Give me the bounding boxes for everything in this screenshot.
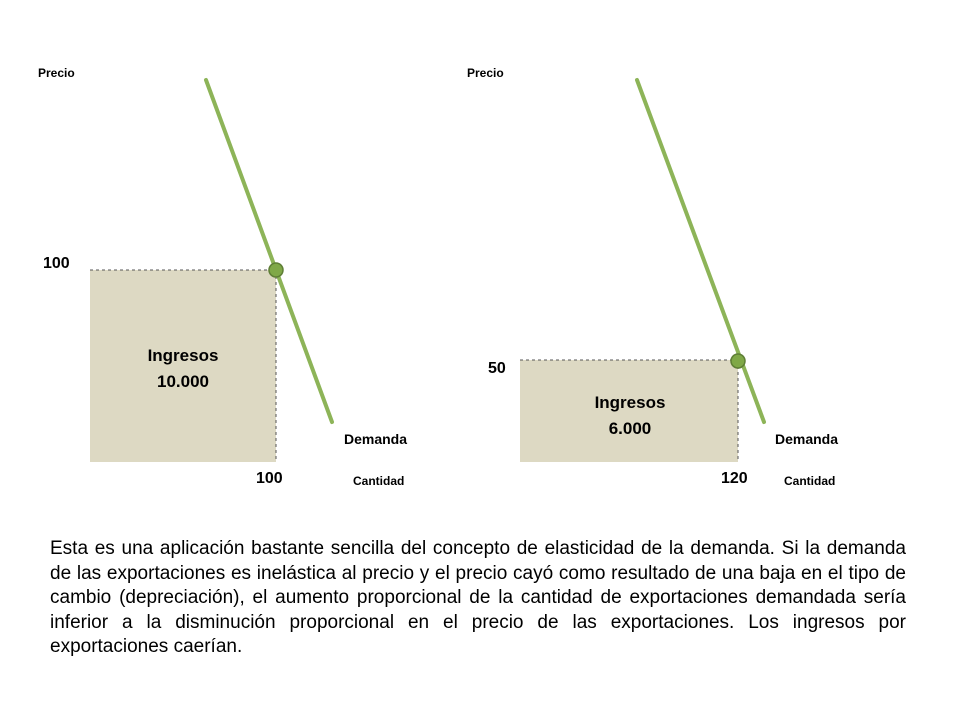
chart-right: Precio Cantidad 50 120 Demanda Ingresos … <box>467 66 888 488</box>
x-axis-label-right: Cantidad <box>784 474 835 488</box>
demand-label-right: Demanda <box>775 431 838 447</box>
explanation-paragraph: Esta es una aplicación bastante sencilla… <box>50 538 906 657</box>
charts-figure: Precio Cantidad 100 100 Demanda Ingresos… <box>38 66 888 488</box>
revenue-value-left: 10.000 <box>157 372 209 391</box>
demand-label-left: Demanda <box>344 431 407 447</box>
demand-curve-left <box>204 78 334 424</box>
price-tick-left: 100 <box>43 255 70 272</box>
price-tick-right: 50 <box>488 360 506 377</box>
revenue-value-right: 6.000 <box>609 419 652 438</box>
chart-left: Precio Cantidad 100 100 Demanda Ingresos… <box>38 66 458 488</box>
quantity-tick-right: 120 <box>721 470 748 487</box>
y-axis-label-right: Precio <box>467 66 504 80</box>
revenue-area-right <box>520 360 738 462</box>
equilibrium-point-left <box>268 262 284 278</box>
x-axis-label-left: Cantidad <box>353 474 404 488</box>
revenue-title-right: Ingresos <box>595 393 666 412</box>
equilibrium-point-right <box>730 353 746 369</box>
quantity-tick-left: 100 <box>256 470 283 487</box>
revenue-area-left <box>90 270 276 462</box>
revenue-title-left: Ingresos <box>148 346 219 365</box>
y-axis-label-left: Precio <box>38 66 75 80</box>
